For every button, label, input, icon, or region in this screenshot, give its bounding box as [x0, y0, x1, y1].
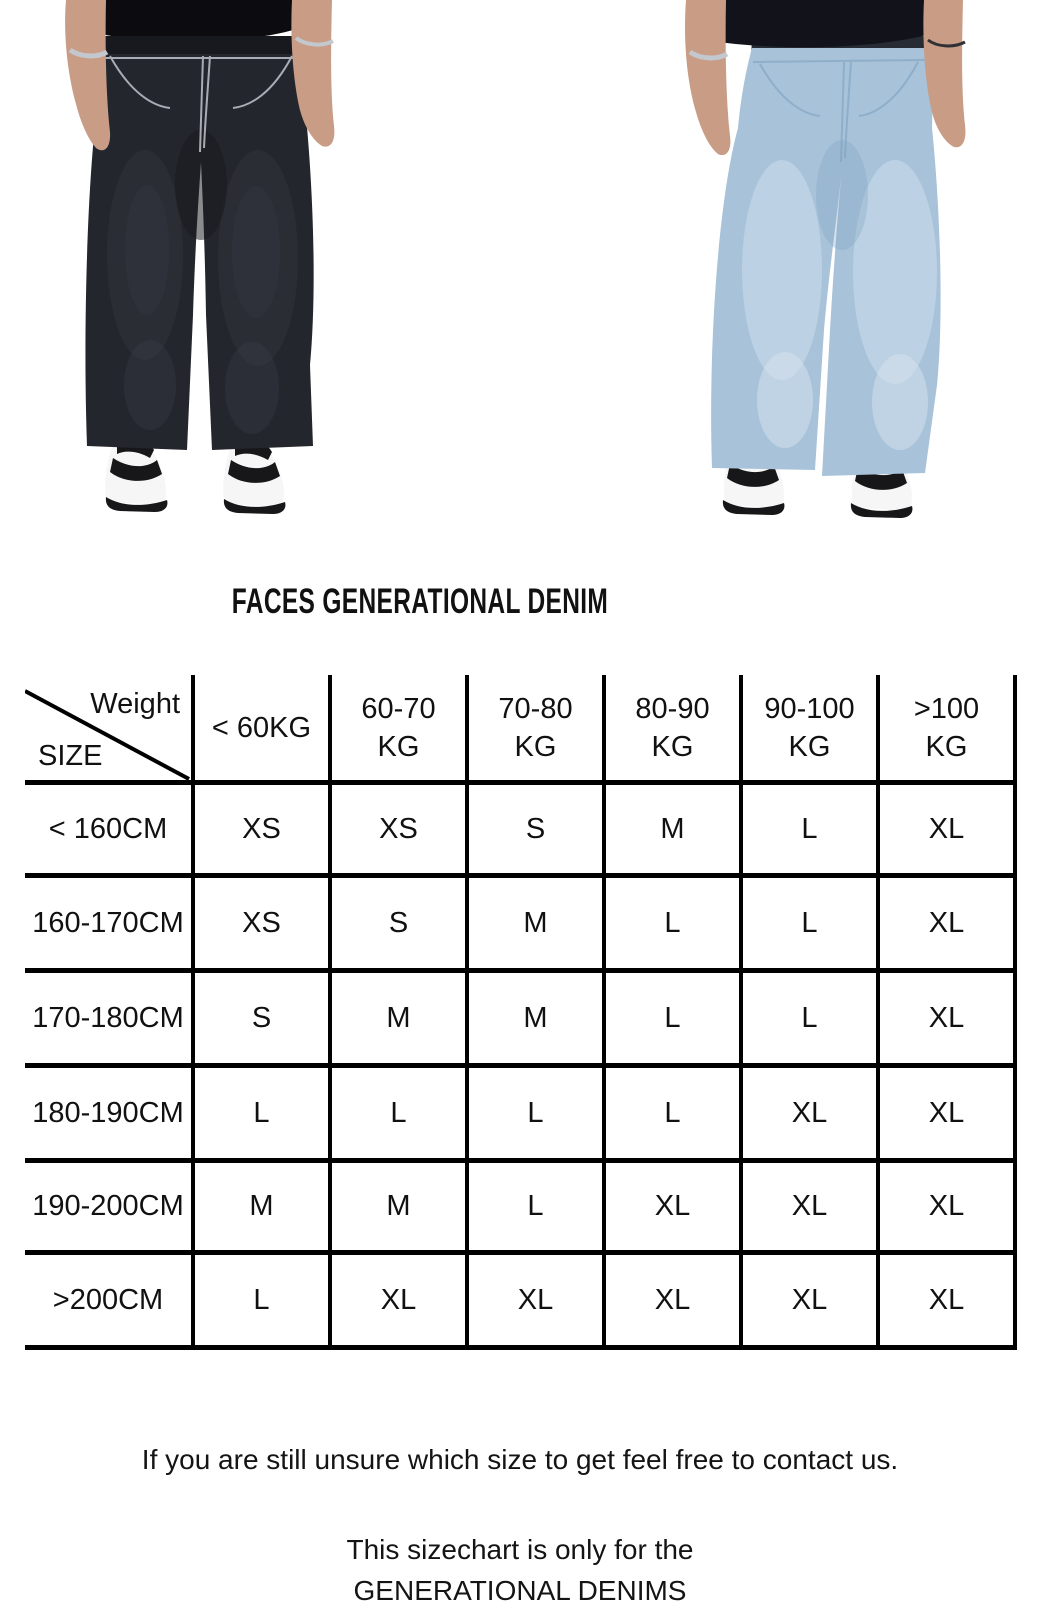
jeans-stitching	[752, 59, 926, 163]
bracelet-left-wrist	[68, 47, 109, 59]
size-cell: M	[469, 878, 606, 973]
size-cell: L	[606, 973, 743, 1068]
weight-header: 80-90 KG	[606, 675, 743, 785]
size-cell: M	[606, 785, 743, 878]
size-cell: XL	[743, 1163, 880, 1255]
height-row-label: < 160CM	[25, 785, 195, 878]
disclaimer-line-2: GENERATIONAL DENIMS	[353, 1575, 687, 1606]
size-cell: L	[469, 1068, 606, 1163]
weight-header: >100 KG	[880, 675, 1017, 785]
size-axis-label: SIZE	[38, 740, 103, 772]
size-cell: M	[195, 1163, 332, 1255]
sizechart-disclaimer: This sizechart is only for the GENERATIO…	[0, 1529, 1040, 1611]
bracelet-left-wrist	[688, 49, 729, 61]
corner-cell-weight-size: Weight SIZE	[25, 675, 195, 785]
page-title: FACES GENERATIONAL DENIM	[231, 582, 609, 621]
size-cell: S	[469, 785, 606, 878]
size-cell: L	[469, 1163, 606, 1255]
arms-right-figure	[685, 0, 966, 156]
arms-left-figure	[65, 0, 335, 151]
size-cell: XL	[743, 1255, 880, 1350]
tee-black	[690, 0, 940, 48]
size-cell: L	[332, 1068, 469, 1163]
height-row-label: 160-170CM	[25, 878, 195, 973]
jeans-crotch-shadow	[816, 140, 868, 250]
size-cell: XL	[606, 1163, 743, 1255]
product-photo-black-denim	[0, 0, 520, 520]
jeans-black	[85, 36, 314, 450]
size-cell: L	[606, 878, 743, 973]
jeans-waistband	[102, 36, 299, 54]
size-cell: XL	[880, 785, 1017, 878]
size-cell: XL	[332, 1255, 469, 1350]
sneaker-outsole	[105, 497, 168, 512]
size-cell: L	[743, 973, 880, 1068]
size-cell: XL	[469, 1255, 606, 1350]
height-row-label: 180-190CM	[25, 1068, 195, 1163]
size-cell: M	[332, 973, 469, 1068]
size-cell: XL	[880, 1068, 1017, 1163]
size-chart-table: Weight SIZE < 60KG 60-70 KG 70-80 KG 80-90…	[25, 675, 1017, 1350]
model-light-jeans-illustration	[685, 0, 966, 518]
size-cell: M	[332, 1163, 469, 1255]
size-cell: L	[743, 878, 880, 973]
weight-header: 60-70 KG	[332, 675, 469, 785]
size-cell: XS	[195, 878, 332, 973]
sneaker-overlay	[110, 458, 162, 481]
height-row-label: 170-180CM	[25, 973, 195, 1068]
size-cell: XS	[332, 785, 469, 878]
sneaker-outsole	[722, 500, 785, 515]
tee-black	[98, 0, 296, 42]
size-cell: L	[195, 1068, 332, 1163]
model-black-jeans-illustration	[65, 0, 335, 514]
weight-header: 90-100 KG	[743, 675, 880, 785]
weight-axis-label: Weight	[90, 688, 180, 720]
size-cell: XL	[880, 878, 1017, 973]
jeans-wash-highlights	[742, 160, 937, 450]
size-cell: M	[469, 973, 606, 1068]
size-cell: S	[195, 973, 332, 1068]
weight-header: < 60KG	[195, 675, 332, 785]
size-cell: XL	[743, 1068, 880, 1163]
size-cell: L	[606, 1068, 743, 1163]
size-cell: XL	[606, 1255, 743, 1350]
jeans-wash-highlights	[107, 150, 298, 434]
size-cell: L	[195, 1255, 332, 1350]
height-row-label: >200CM	[25, 1255, 195, 1350]
size-cell: XL	[880, 973, 1017, 1068]
size-cell: L	[743, 785, 880, 878]
bracelet-right-wrist	[927, 38, 966, 48]
bracelet-right-wrist	[294, 36, 334, 47]
diagonal-divider	[25, 689, 190, 780]
disclaimer-line-1: This sizechart is only for the	[346, 1534, 694, 1565]
product-photo-light-denim	[520, 0, 1040, 520]
size-cell: XL	[880, 1163, 1017, 1255]
product-photos	[0, 0, 1040, 520]
height-row-label: 190-200CM	[25, 1163, 195, 1255]
size-cell: XS	[195, 785, 332, 878]
size-cell: S	[332, 878, 469, 973]
contact-note: If you are still unsure which size to ge…	[141, 1444, 899, 1475]
sneaker-overlay	[727, 464, 779, 487]
weight-header: 70-80 KG	[469, 675, 606, 785]
size-cell: XL	[880, 1255, 1017, 1350]
jeans-crotch-shadow	[175, 130, 227, 240]
jeans-stitching	[103, 55, 299, 153]
